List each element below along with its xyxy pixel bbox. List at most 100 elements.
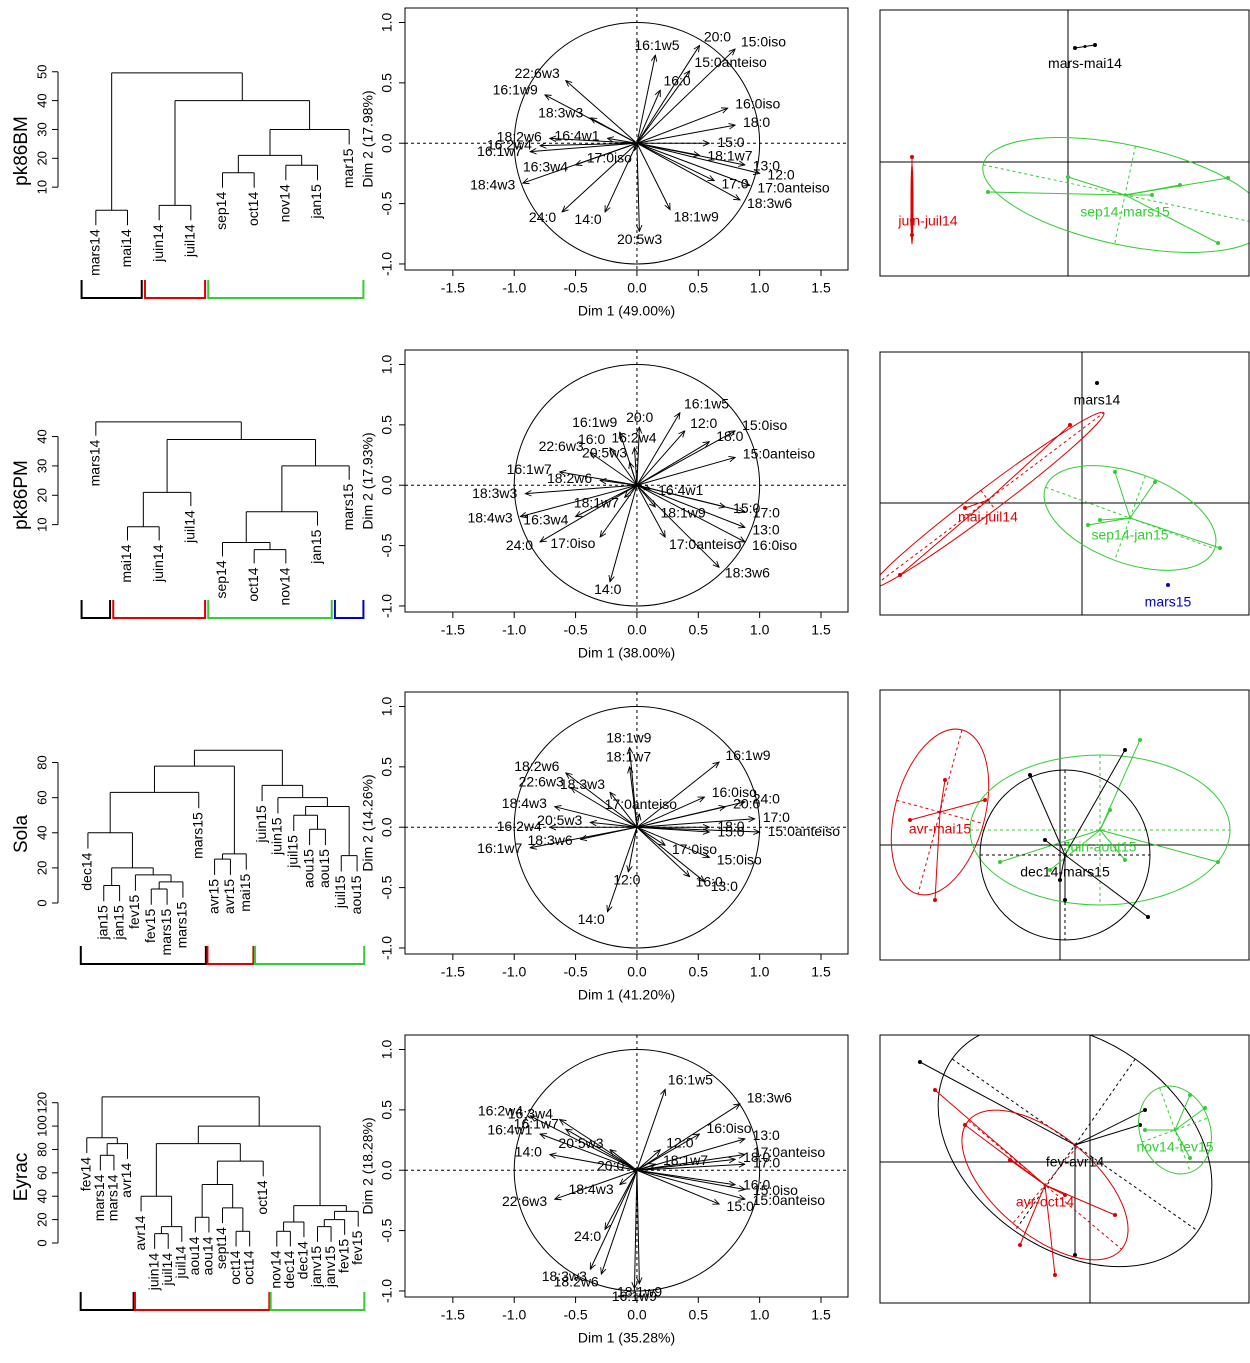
spoke [964,499,989,509]
cluster-bracket [112,600,207,619]
arrow [590,1170,638,1269]
spoke [1099,809,1111,831]
arrow [636,826,709,832]
arrow [550,138,637,144]
y-tick-label: 0.5 [379,757,395,777]
y-tick-label: 0.0 [379,133,395,153]
arrow-label: 20:5w3 [558,1135,603,1151]
y-tick-label: -0.5 [379,1218,395,1242]
arrow [636,484,719,567]
arrow [601,1170,638,1274]
leaf-label: juil15 [332,875,348,909]
x-tick-label: -1.0 [502,622,526,638]
arrow-label: 20:0 [704,29,731,45]
arrow-label: 18:2w6 [497,129,542,145]
spoke [939,799,986,813]
y-tick-label: 0.0 [379,475,395,495]
arrow [600,484,638,537]
leaf-label: aou15 [300,849,316,888]
arrow-label: 16:4w1 [554,128,599,144]
point [1073,1253,1077,1257]
x-axis-label: Dim 1 (35.28%) [578,1330,675,1346]
arrow-label: 12:0 [666,1134,693,1150]
y-tick-label: 60 [34,1166,49,1180]
leaf-label: aou15 [316,849,332,888]
arrow [540,143,637,145]
spoke [1087,517,1131,526]
spoke [1124,177,1229,196]
point [1068,423,1072,427]
group-center [938,810,942,814]
spoke [1114,471,1131,519]
leaf-label: juil14 [172,1246,188,1280]
point [943,778,947,782]
x-axis-label: Dim 1 (49.00%) [578,303,675,319]
cluster-bracket [79,946,207,965]
point [1028,773,1032,777]
spoke [1064,854,1149,918]
plot-frame [879,351,1250,616]
arrow-label: 16:2w4 [478,1103,523,1119]
arrow [636,1104,740,1171]
group-label: avr-oct14 [1016,1194,1075,1210]
arrow-label: 18:0 [717,818,744,834]
leaf-label: nov14 [277,567,293,605]
point [998,860,1002,864]
spoke [1049,829,1101,871]
spoke [1099,829,1219,863]
leaf-label: dec14 [79,852,95,890]
spoke [1044,1184,1056,1276]
point [1216,860,1220,864]
arrow-label: 17:0iso [550,535,595,551]
arrow-label: 17:0anteiso [753,1144,826,1160]
spoke [934,811,941,901]
arrow [605,143,638,212]
arrow-label: 16:1w5 [684,396,729,412]
leaf-label: mars14 [87,229,103,276]
point [963,1123,967,1127]
x-axis-label: Dim 1 (41.20%) [578,987,675,1003]
group-center [1083,45,1087,48]
y-tick-label: 120 [34,1092,49,1114]
x-tick-label: -1.5 [441,280,465,296]
point [1218,546,1222,550]
arrow-label: 15:0anteiso [768,823,841,839]
arrow-label: 14:0 [578,911,605,927]
leaf-label: juin15 [269,817,285,856]
arrow-label: 18:0 [743,114,770,130]
point [1226,176,1230,180]
spoke [1124,194,1219,244]
y-tick-label: -1.0 [379,936,395,960]
arrow-label: 15:0 [727,1198,754,1214]
arrow-label: 16:4w1 [487,1122,532,1138]
arrow-label: 24:0 [529,209,556,225]
point [963,506,967,510]
arrow-label: 20:0 [597,1158,624,1174]
arrow [525,484,637,493]
arrow [590,118,638,144]
x-tick-label: -0.5 [564,964,588,980]
group-center [986,498,990,502]
cluster-panel [880,690,1249,960]
arrow-label: 16:1w5 [668,1072,713,1088]
arrow-label: 16:1w5 [634,37,679,53]
arrow-label: 16:2w4 [487,137,532,153]
point [1048,868,1052,872]
arrow-label: 18:1w9 [606,729,651,745]
arrow [610,1150,638,1171]
arrow [636,826,709,857]
y-axis-label: Dim 2 (17.93%) [360,432,376,529]
arrow [566,80,638,144]
arrow-label: 15:0iso [717,852,762,868]
group-center [1063,853,1067,857]
arrow [636,1150,660,1171]
point [1146,915,1150,919]
arrow-label: 18:1w7 [606,749,651,765]
spoke [1074,1124,1141,1146]
arrow [540,484,638,542]
arrow-label: 16:0iso [735,96,780,112]
arrow [636,484,745,527]
site-label: Sola [11,815,32,853]
plot-frame [404,691,849,955]
y-tick-label: 0 [34,1239,49,1246]
